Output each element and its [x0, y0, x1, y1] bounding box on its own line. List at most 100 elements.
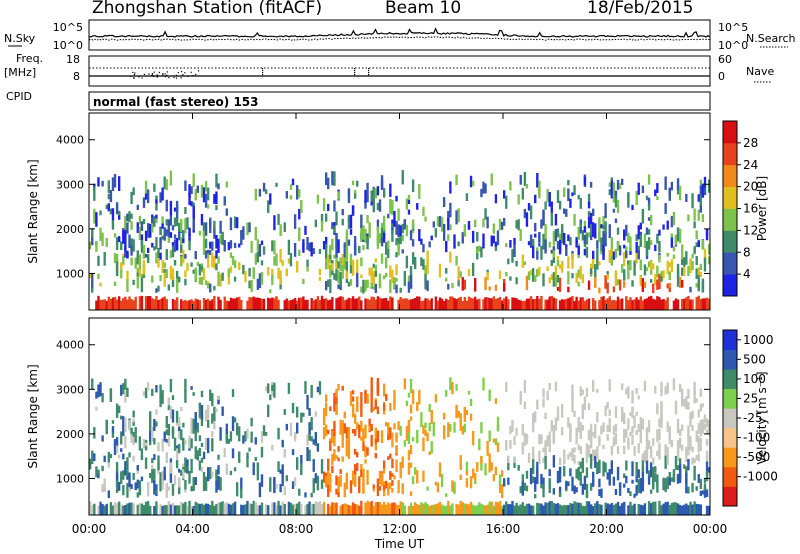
- velocity-cell: [494, 398, 498, 404]
- power-cell: [403, 219, 407, 230]
- power-cell: [697, 194, 700, 202]
- power-cell: [515, 298, 518, 310]
- velocity-cell: [544, 502, 547, 515]
- power-cell: [550, 295, 553, 310]
- power-cell: [604, 275, 607, 289]
- velocity-cell: [389, 427, 392, 439]
- power-cell: [318, 276, 322, 281]
- power-cell: [370, 296, 373, 310]
- power-cell: [347, 281, 351, 287]
- nsky-panel-frame: [88, 19, 711, 51]
- power-cell: [364, 228, 367, 243]
- power-cell: [643, 299, 647, 310]
- power-cell: [258, 273, 262, 289]
- power-cell: [306, 299, 309, 310]
- velocity-cell: [368, 425, 371, 432]
- velocity-cell: [227, 438, 231, 444]
- power-cell: [107, 203, 110, 212]
- power-cell: [542, 209, 545, 223]
- power-cell: [353, 236, 357, 246]
- velocity-cell: [271, 502, 274, 515]
- power-cell: [534, 275, 537, 283]
- velocity-cell: [376, 381, 380, 394]
- velocity-cell: [658, 418, 661, 428]
- power-cell: [654, 299, 657, 310]
- velocity-cell: [480, 503, 483, 515]
- power-cell: [138, 226, 142, 241]
- power-cell: [184, 278, 187, 286]
- velocity-cell: [122, 424, 125, 436]
- power-cell: [374, 258, 378, 263]
- power-cell: [442, 197, 446, 207]
- power-cell: [560, 234, 564, 244]
- velocity-cell: [484, 505, 487, 515]
- velocity-cell: [550, 419, 553, 427]
- power-cell: [306, 236, 309, 250]
- velocity-cell: [285, 423, 289, 431]
- power-cell: [107, 193, 110, 200]
- power-cell: [583, 176, 587, 186]
- velocity-cell: [204, 503, 208, 515]
- power-cell: [614, 270, 618, 286]
- velocity-cell: [314, 501, 317, 515]
- power-cell: [298, 189, 301, 198]
- power-cell: [316, 194, 320, 204]
- velocity-cell: [507, 477, 510, 485]
- velocity-cell: [507, 504, 510, 515]
- velocity-cell: [337, 476, 340, 491]
- velocity-cell: [544, 443, 547, 458]
- power-cell: [142, 260, 146, 275]
- power-cell: [573, 300, 576, 310]
- power-cell: [527, 298, 531, 310]
- power-cell: [138, 268, 142, 277]
- power-cell: [178, 231, 181, 241]
- power-cell: [324, 213, 328, 222]
- power-cell: [233, 242, 237, 249]
- power-cell: [691, 299, 694, 310]
- velocity-cell: [225, 463, 228, 475]
- velocity-cell: [416, 504, 419, 515]
- power-cell: [525, 275, 529, 291]
- velocity-cell: [606, 424, 609, 433]
- power-cell: [486, 216, 489, 229]
- velocity-cell: [575, 502, 578, 515]
- velocity-cell: [573, 501, 576, 515]
- power-cell: [656, 196, 659, 200]
- velocity-cell: [124, 461, 127, 476]
- power-cell: [347, 190, 351, 203]
- velocity-cell: [521, 442, 524, 455]
- power-cell: [358, 296, 361, 310]
- velocity-cell: [335, 391, 338, 406]
- velocity-cell: [542, 447, 545, 453]
- power-cell: [681, 259, 684, 265]
- velocity-cell: [647, 475, 651, 485]
- power-colorbar-tick-label: 24: [743, 158, 758, 172]
- velocity-cell: [378, 486, 382, 491]
- power-cell: [132, 187, 135, 195]
- velocity-cell: [492, 474, 496, 482]
- velocity-cell: [335, 502, 338, 515]
- power-cell: [637, 225, 640, 240]
- power-cell: [494, 284, 498, 291]
- power-cell: [155, 214, 158, 220]
- velocity-cell: [585, 467, 589, 478]
- velocity-cell: [577, 502, 580, 515]
- velocity-cell: [126, 457, 129, 471]
- power-cell: [337, 239, 340, 253]
- power-cell: [527, 241, 531, 246]
- velocity-cell: [517, 464, 520, 471]
- nave-dip-dot: [151, 74, 153, 77]
- velocity-cell: [631, 461, 634, 477]
- velocity-cell: [316, 386, 320, 393]
- velocity-cell: [581, 490, 585, 495]
- power-cell: [343, 242, 346, 253]
- power-cell: [225, 208, 228, 216]
- velocity-cell: [699, 430, 703, 437]
- power-cell: [608, 182, 611, 187]
- power-cell: [538, 231, 541, 243]
- velocity-cell: [658, 500, 661, 515]
- power-cell: [374, 299, 378, 310]
- velocity-cell: [391, 432, 394, 448]
- power-cell: [438, 297, 442, 310]
- velocity-cell: [126, 476, 129, 480]
